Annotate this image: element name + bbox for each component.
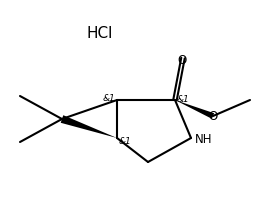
- Text: &1: &1: [119, 136, 132, 145]
- Text: O: O: [177, 54, 187, 67]
- Text: O: O: [208, 109, 218, 122]
- Text: &1: &1: [177, 95, 190, 103]
- Polygon shape: [61, 116, 117, 138]
- Text: &1: &1: [102, 94, 115, 102]
- Polygon shape: [175, 100, 214, 119]
- Text: NH: NH: [195, 133, 212, 146]
- Text: HCl: HCl: [87, 26, 113, 41]
